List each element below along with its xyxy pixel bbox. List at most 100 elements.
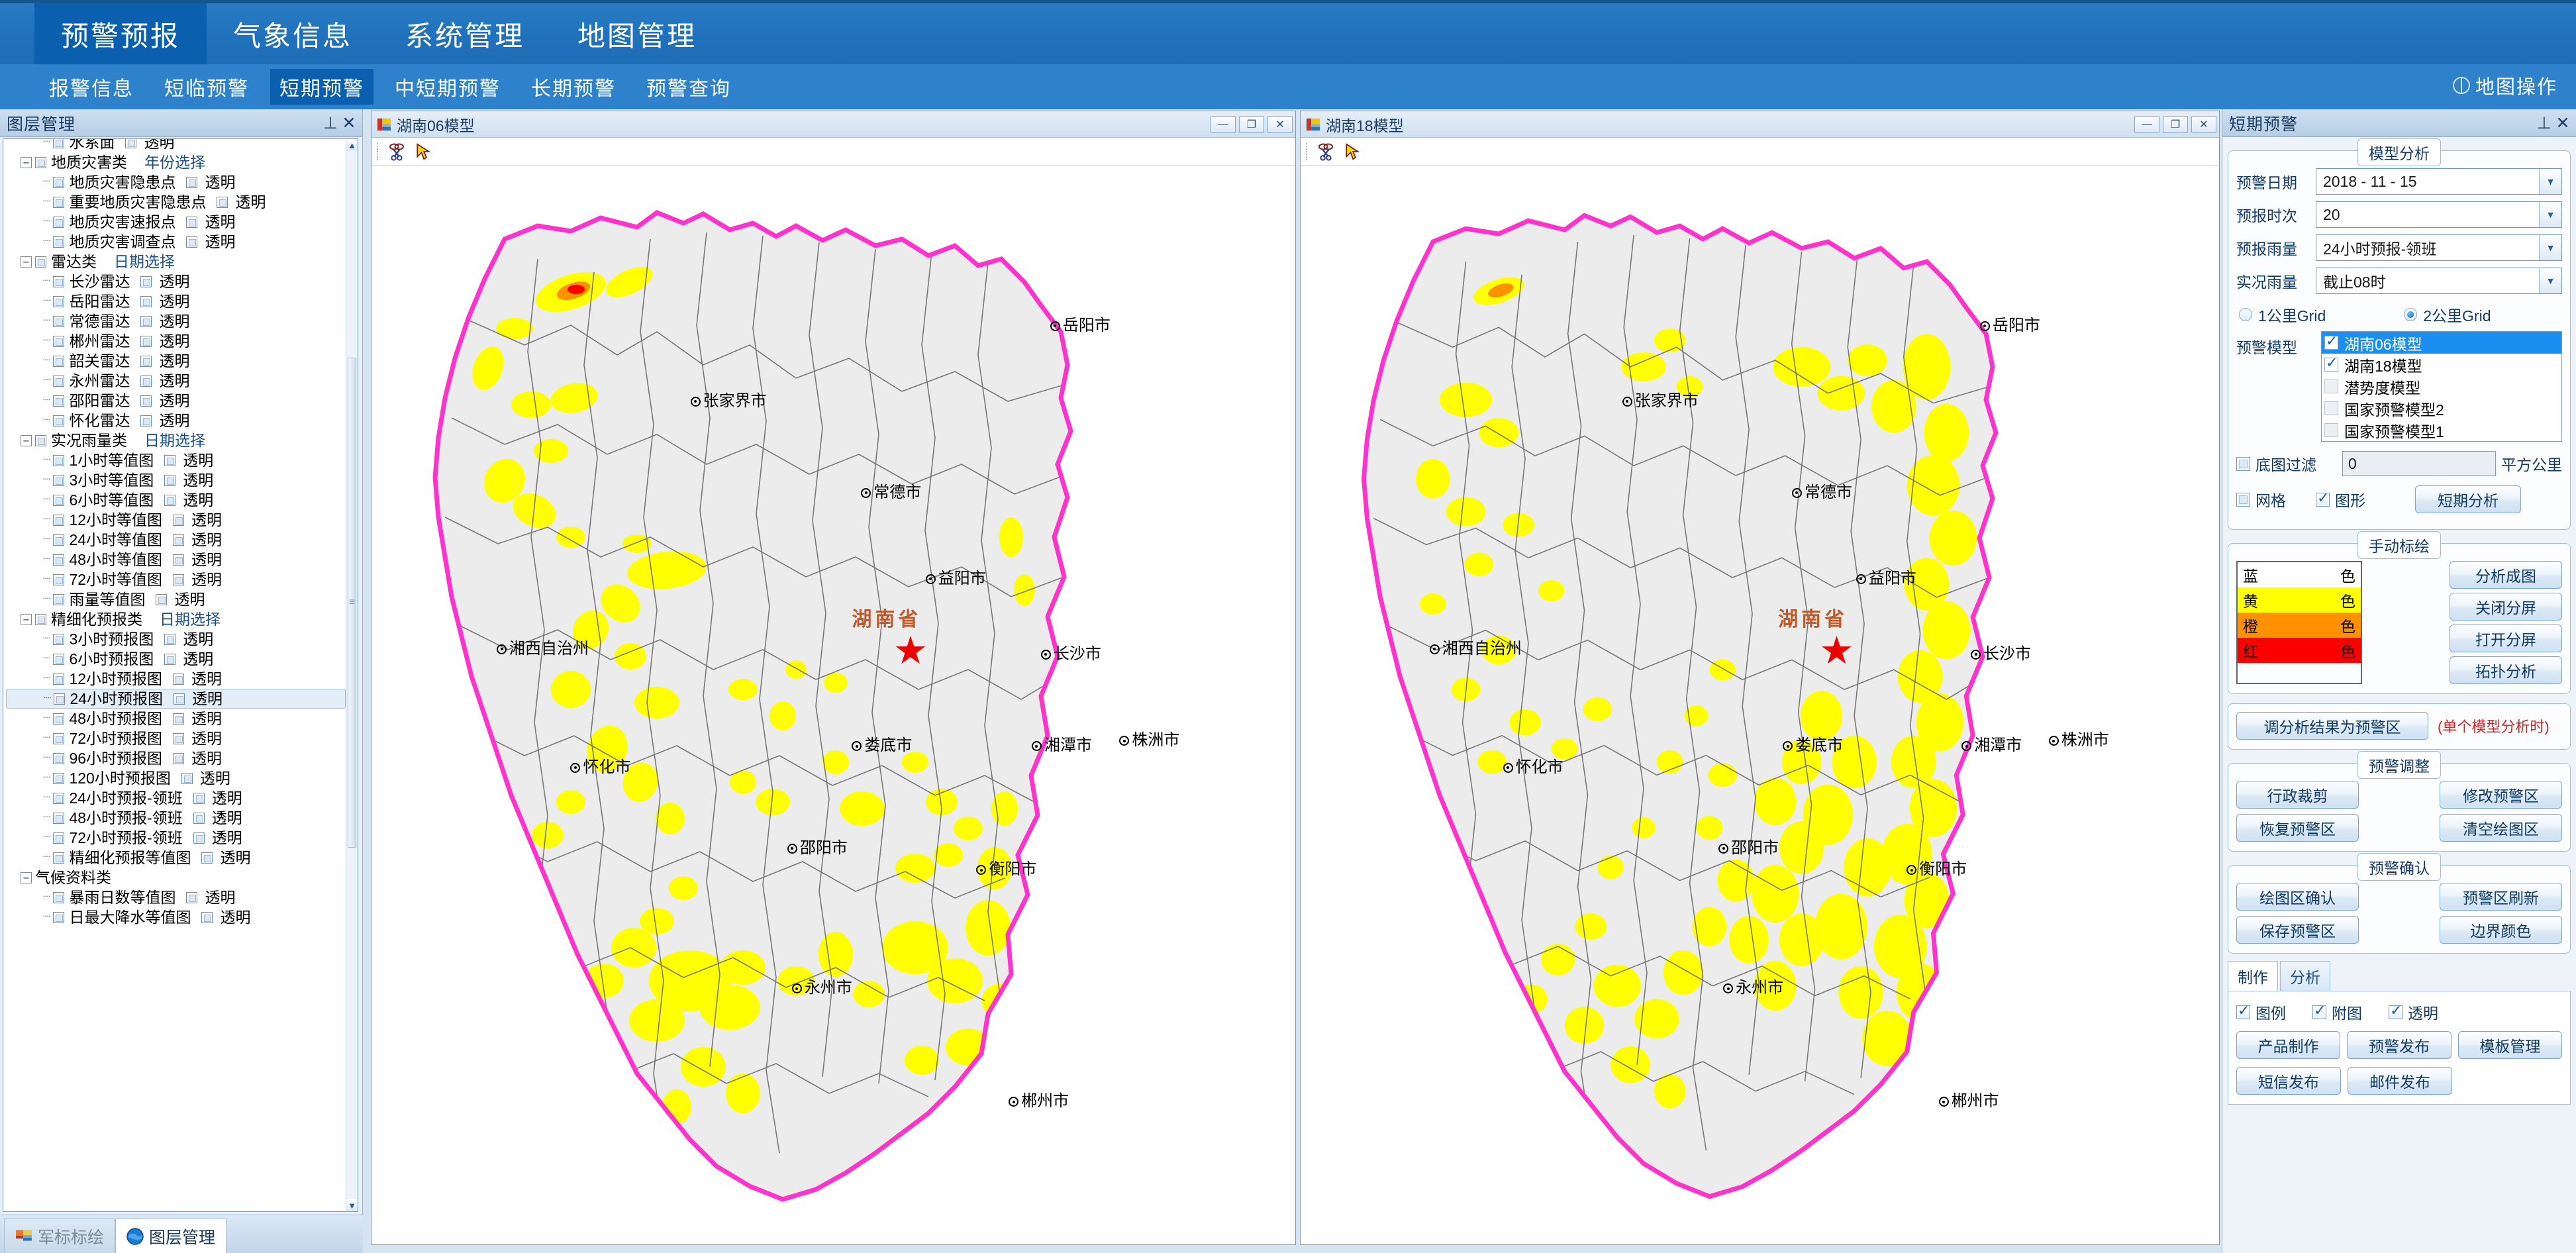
close-split-screen-button[interactable]: 关闭分屏 bbox=[2450, 593, 2562, 621]
layer-tree-row[interactable]: − 精细化预报类 日期选择 bbox=[6, 609, 346, 629]
layer-tree-row[interactable]: ┈ 12小时预报图 透明 bbox=[6, 669, 346, 689]
nav-item-system-management[interactable]: 系统管理 bbox=[405, 20, 525, 52]
layer-tree-scrollbar[interactable]: ▲ ▼ bbox=[346, 139, 358, 1211]
transparency-checkbox-icon[interactable] bbox=[193, 792, 205, 804]
actual-rain-combo[interactable]: 截止08时 ▼ bbox=[2316, 268, 2562, 294]
transparency-checkbox-icon[interactable] bbox=[173, 574, 185, 585]
chevron-down-icon[interactable]: ▼ bbox=[2539, 202, 2561, 227]
basemap-filter-checkbox-row[interactable]: 底图过滤 bbox=[2236, 452, 2342, 475]
layer-tree-row[interactable]: ┈ 48小时预报-领班 透明 bbox=[6, 808, 346, 828]
transparency-checkbox-icon[interactable] bbox=[201, 852, 213, 864]
subnav-item-short-term-warning[interactable]: 短期预警 bbox=[270, 69, 373, 105]
shape-checkbox-row[interactable]: 图形 bbox=[2316, 488, 2415, 511]
checkbox-icon[interactable] bbox=[53, 812, 65, 824]
toolbar-grip[interactable] bbox=[1306, 142, 1309, 160]
model-item-national2[interactable]: 国家预警模型2 bbox=[2322, 397, 2561, 419]
area-threshold-input[interactable]: 0 bbox=[2342, 451, 2496, 476]
checkbox-icon[interactable] bbox=[53, 139, 65, 148]
scissors-icon[interactable] bbox=[387, 142, 407, 162]
modify-warning-area-button[interactable]: 修改预警区 bbox=[2440, 781, 2562, 809]
checkbox-icon[interactable] bbox=[2236, 492, 2250, 507]
checkbox-icon[interactable] bbox=[2312, 1002, 2326, 1019]
layer-date-selector[interactable]: 年份选择 bbox=[144, 154, 205, 171]
radio-2km-grid[interactable] bbox=[2404, 308, 2418, 321]
forecast-rain-value[interactable]: 24小时预报-领班 bbox=[2323, 240, 2437, 258]
layer-tree-row[interactable]: ┈ 常德雷达 透明 bbox=[6, 311, 346, 331]
layer-tree-row[interactable]: ┈ 水系面 透明 bbox=[6, 139, 346, 152]
layer-tree-row[interactable]: ┈ 3小时预报图 透明 bbox=[6, 629, 346, 649]
tree-expander-icon[interactable]: − bbox=[21, 434, 32, 446]
attachment-checkbox-row[interactable]: 附图 bbox=[2312, 1001, 2362, 1023]
checkbox-icon[interactable] bbox=[2236, 1002, 2250, 1019]
layer-tree-row[interactable]: − 气候资料类 bbox=[6, 868, 346, 887]
layer-tree-row[interactable]: ┈ 3小时等值图 透明 bbox=[6, 470, 346, 490]
transparency-checkbox-icon[interactable] bbox=[140, 315, 152, 327]
checkbox-icon[interactable] bbox=[53, 713, 65, 725]
checkbox-icon[interactable] bbox=[53, 295, 65, 307]
checkbox-icon[interactable] bbox=[53, 574, 65, 585]
checkbox-icon[interactable] bbox=[2324, 379, 2338, 393]
layer-tree-row[interactable]: ┈ 地质灾害隐患点 透明 bbox=[6, 172, 346, 192]
transparency-checkbox-icon[interactable] bbox=[181, 772, 193, 784]
checkbox-icon[interactable] bbox=[53, 832, 65, 844]
transparency-checkbox-icon[interactable] bbox=[201, 911, 213, 923]
checkbox-icon[interactable] bbox=[53, 593, 65, 605]
layer-tree-row[interactable]: ┈ 地质灾害调查点 透明 bbox=[6, 232, 346, 252]
checkbox-icon[interactable] bbox=[53, 355, 65, 367]
layer-tree-row[interactable]: ┈ 邵阳雷达 透明 bbox=[6, 391, 346, 411]
checkbox-icon[interactable] bbox=[53, 633, 65, 645]
cursor-arrow-icon[interactable] bbox=[1342, 142, 1362, 162]
layer-tree-row[interactable]: ┈ 12小时等值图 透明 bbox=[6, 510, 346, 530]
transparency-checkbox-icon[interactable] bbox=[173, 693, 185, 705]
sms-publish-button[interactable]: 短信发布 bbox=[2236, 1067, 2341, 1095]
legend-checkbox-row[interactable]: 图例 bbox=[2236, 1001, 2286, 1023]
model-item-hunan06[interactable]: 湖南06模型 bbox=[2322, 332, 2561, 354]
layer-tree-row[interactable]: ┈ 怀化雷达 透明 bbox=[6, 411, 346, 430]
checkbox-icon[interactable] bbox=[2389, 1002, 2403, 1019]
close-icon[interactable]: ✕ bbox=[2191, 115, 2216, 133]
pin-icon[interactable]: ⊥ bbox=[2537, 113, 2551, 132]
layer-tree-row[interactable]: − 地质灾害类 年份选择 bbox=[6, 152, 346, 172]
short-term-analysis-button[interactable]: 短期分析 bbox=[2415, 485, 2521, 513]
tab-production[interactable]: 制作 bbox=[2228, 961, 2278, 991]
checkbox-icon[interactable] bbox=[53, 792, 65, 804]
transparency-checkbox-icon[interactable] bbox=[186, 891, 198, 903]
checkbox-icon[interactable] bbox=[53, 653, 65, 665]
transparency-checkbox-icon[interactable] bbox=[173, 673, 185, 685]
layer-tree-row[interactable]: ┈ 24小时预报图 透明 bbox=[6, 689, 346, 709]
layer-tree-row[interactable]: ┈ 24小时等值图 透明 bbox=[6, 530, 346, 550]
warning-date-combo[interactable]: 2018 - 11 - 15 ▼ bbox=[2316, 168, 2562, 195]
transparency-checkbox-icon[interactable] bbox=[164, 474, 176, 486]
checkbox-icon[interactable] bbox=[53, 216, 65, 228]
layer-tree-row[interactable]: ┈ 72小时预报-领班 透明 bbox=[6, 828, 346, 848]
restore-warning-area-button[interactable]: 恢复预警区 bbox=[2236, 814, 2359, 842]
scrollbar-thumb[interactable] bbox=[348, 358, 356, 848]
chevron-down-icon[interactable]: ▼ bbox=[2539, 268, 2561, 293]
tree-expander-icon[interactable]: − bbox=[21, 872, 32, 883]
checkbox-icon[interactable] bbox=[53, 534, 65, 546]
checkbox-icon[interactable] bbox=[53, 494, 65, 506]
transparency-checkbox-icon[interactable] bbox=[186, 236, 198, 248]
checkbox-icon[interactable] bbox=[54, 693, 66, 705]
checkbox-icon[interactable] bbox=[53, 852, 65, 864]
forecast-time-value[interactable]: 20 bbox=[2323, 205, 2340, 223]
checkbox-icon[interactable] bbox=[53, 375, 65, 387]
checkbox-icon[interactable] bbox=[53, 673, 65, 685]
layer-tree-row[interactable]: ┈ 暴雨日数等值图 透明 bbox=[6, 887, 346, 907]
checkbox-icon[interactable] bbox=[53, 196, 65, 208]
layer-tree-row[interactable]: ┈ 雨量等值图 透明 bbox=[6, 589, 346, 609]
radio-1km-grid[interactable] bbox=[2239, 308, 2252, 321]
transparency-checkbox-icon[interactable] bbox=[125, 139, 137, 148]
layer-tree-row[interactable]: − 雷达类 日期选择 bbox=[6, 252, 346, 272]
transparency-checkbox-icon[interactable] bbox=[186, 176, 198, 188]
subnav-item-warning-query[interactable]: 预警查询 bbox=[646, 78, 731, 100]
nav-item-warning-forecast[interactable]: 预警预报 bbox=[34, 3, 207, 64]
color-row-blue[interactable]: 蓝 色 bbox=[2238, 562, 2361, 587]
layer-tree-row[interactable]: ┈ 96小时预报图 透明 bbox=[6, 748, 346, 768]
transparency-checkbox-icon[interactable] bbox=[140, 415, 152, 426]
pin-icon[interactable]: ⊥ bbox=[323, 113, 338, 132]
grid-checkbox-row[interactable]: 网格 bbox=[2236, 488, 2316, 511]
close-icon[interactable]: ✕ bbox=[1267, 115, 1293, 133]
transparency-checkbox-icon[interactable] bbox=[173, 732, 185, 744]
template-management-button[interactable]: 模板管理 bbox=[2457, 1031, 2562, 1059]
